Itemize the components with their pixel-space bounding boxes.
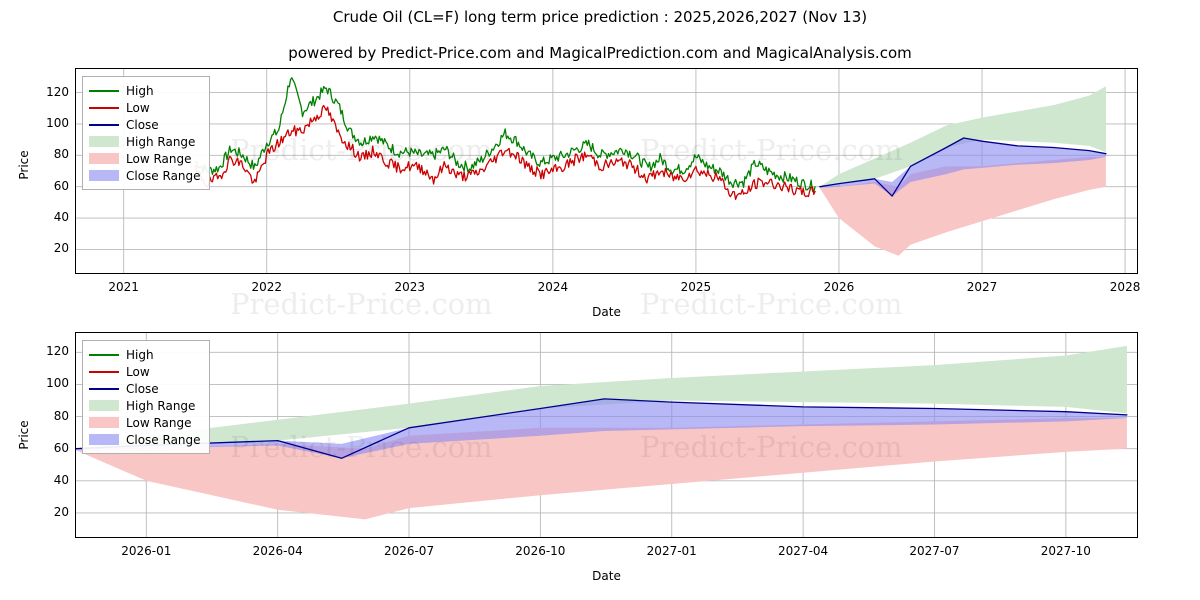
watermark: Predict-Price.com bbox=[230, 133, 493, 167]
watermark: Predict-Price.com bbox=[230, 430, 493, 464]
watermark: Predict-Price.com bbox=[640, 430, 903, 464]
bottom-x-tick-label: 2026-10 bbox=[515, 544, 566, 558]
bottom-legend: High Low Close High Range Low Range Close Ran… bbox=[82, 340, 210, 454]
top-x-tick-label: 2024 bbox=[537, 280, 569, 294]
bottom-x-tick-label: 2027-07 bbox=[909, 544, 960, 558]
legend-item-close[interactable]: Close bbox=[89, 116, 201, 133]
legend-label: Low bbox=[126, 100, 150, 115]
watermark: Predict-Price.com bbox=[230, 287, 493, 321]
legend-item-high[interactable]: High bbox=[89, 346, 201, 363]
bottom-y-tick-label: 120 bbox=[46, 344, 69, 359]
legend-swatch-icon bbox=[89, 119, 119, 130]
legend-item-close-range[interactable]: Close Range bbox=[89, 167, 201, 184]
legend-item-high-range[interactable]: High Range bbox=[89, 133, 201, 150]
top-x-tick-label: 2025 bbox=[680, 280, 712, 294]
legend-label: Low Range bbox=[126, 151, 192, 166]
bottom-y-tick-label: 100 bbox=[46, 376, 69, 391]
legend-swatch-icon bbox=[89, 400, 119, 411]
top-y-tick-label: 80 bbox=[53, 147, 69, 162]
legend-item-high[interactable]: High bbox=[89, 82, 201, 99]
top-x-tick-label: 2026 bbox=[823, 280, 855, 294]
legend-swatch-icon bbox=[89, 170, 119, 181]
bottom-x-tick-label: 2026-01 bbox=[121, 544, 172, 558]
legend-item-low-range[interactable]: Low Range bbox=[89, 414, 201, 431]
bottom-plot-area bbox=[75, 332, 1138, 538]
legend-label: High bbox=[126, 347, 154, 362]
top-x-tick-label: 2027 bbox=[966, 280, 998, 294]
legend-label: Low Range bbox=[126, 415, 192, 430]
legend-item-close[interactable]: Close bbox=[89, 380, 201, 397]
bottom-x-tick-label: 2026-07 bbox=[383, 544, 435, 558]
top-x-tick-label: 2022 bbox=[251, 280, 282, 294]
legend-label: Close bbox=[126, 117, 159, 132]
legend-swatch-icon bbox=[89, 153, 119, 164]
top-y-tick-label: 40 bbox=[53, 210, 69, 225]
top-legend: High Low Close High Range Low Range Close Ran… bbox=[82, 76, 210, 190]
bottom-x-tick-label: 2027-04 bbox=[778, 544, 829, 558]
legend-swatch-icon bbox=[89, 417, 119, 428]
watermark: Predict-Price.com bbox=[640, 287, 903, 321]
page-subtitle: powered by Predict-Price.com and Magical… bbox=[288, 44, 912, 62]
bottom-y-tick-label: 20 bbox=[53, 504, 69, 519]
bottom-plot-svg bbox=[76, 333, 1137, 537]
bottom-x-tick-label: 2026-04 bbox=[252, 544, 303, 558]
legend-label: Close Range bbox=[126, 168, 201, 183]
legend-swatch-icon bbox=[89, 366, 119, 377]
page-title: Crude Oil (CL=F) long term price predict… bbox=[332, 8, 868, 26]
legend-label: Low bbox=[126, 364, 150, 379]
legend-label: High bbox=[126, 83, 154, 98]
bottom-x-tick-label: 2027-01 bbox=[646, 544, 697, 558]
legend-item-low[interactable]: Low bbox=[89, 363, 201, 380]
legend-item-low-range[interactable]: Low Range bbox=[89, 150, 201, 167]
bottom-y-tick-label: 80 bbox=[53, 408, 69, 423]
legend-swatch-icon bbox=[89, 136, 119, 147]
top-y-tick-label: 100 bbox=[46, 115, 69, 130]
legend-swatch-icon bbox=[89, 383, 119, 394]
watermark: Predict-Price.com bbox=[640, 133, 903, 167]
bottom-x-axis-label: Date bbox=[592, 569, 621, 583]
bottom-x-tick-label: 2027-10 bbox=[1040, 544, 1091, 558]
top-plot-svg bbox=[76, 69, 1137, 273]
top-x-tick-label: 2028 bbox=[1109, 280, 1141, 294]
top-y-tick-label: 60 bbox=[53, 178, 69, 193]
top-x-tick-label: 2023 bbox=[394, 280, 426, 294]
legend-label: Close Range bbox=[126, 432, 201, 447]
top-y-tick-label: 20 bbox=[53, 241, 69, 256]
bottom-y-tick-label: 40 bbox=[53, 472, 69, 487]
legend-item-low[interactable]: Low bbox=[89, 99, 201, 116]
legend-label: High Range bbox=[126, 134, 196, 149]
legend-label: High Range bbox=[126, 398, 196, 413]
legend-item-high-range[interactable]: High Range bbox=[89, 397, 201, 414]
legend-item-close-range[interactable]: Close Range bbox=[89, 431, 201, 448]
top-plot-area bbox=[75, 68, 1138, 274]
top-y-tick-label: 120 bbox=[46, 84, 69, 99]
bottom-y-tick-label: 60 bbox=[53, 440, 69, 455]
legend-swatch-icon bbox=[89, 434, 119, 445]
top-x-tick-label: 2021 bbox=[108, 280, 139, 294]
legend-swatch-icon bbox=[89, 102, 119, 113]
legend-swatch-icon bbox=[89, 85, 119, 96]
top-x-axis-label: Date bbox=[592, 305, 621, 319]
legend-swatch-icon bbox=[89, 349, 119, 360]
legend-label: Close bbox=[126, 381, 159, 396]
